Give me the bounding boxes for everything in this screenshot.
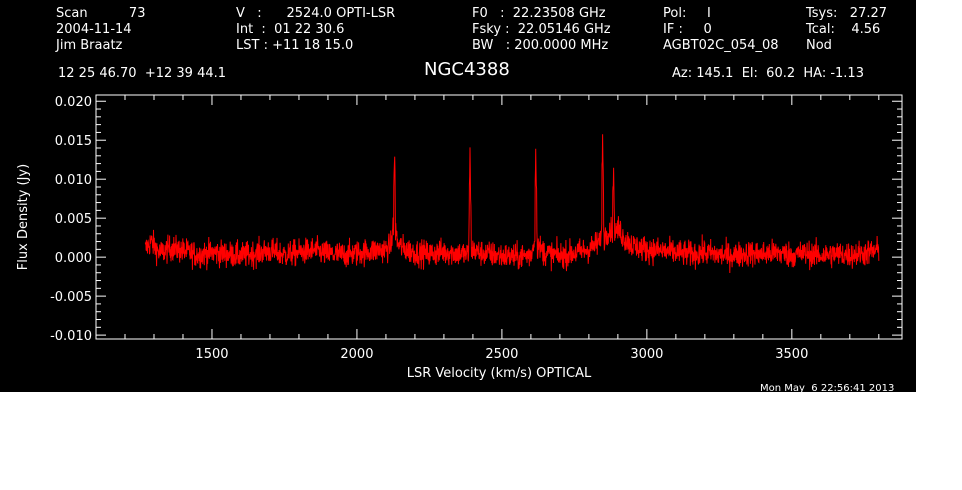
plot-panel: Scan 73 2004-11-14 Jim Braatz V : 2524.0…: [0, 0, 916, 394]
if-label: IF : 0: [663, 22, 712, 37]
x-tick-label: 3500: [775, 347, 808, 362]
y-tick-label: -0.005: [50, 290, 92, 305]
observer-label: Jim Braatz: [56, 38, 123, 53]
x-tick-label: 2000: [340, 347, 373, 362]
sky-frequency-label: Fsky : 22.05146 GHz: [472, 22, 611, 37]
x-axis-label: LSR Velocity (km/s) OPTICAL: [407, 366, 592, 381]
spectrum-chart: 1500 2000 2500 3000 3500 -0.010 -0.005 0.000 0.0…: [16, 94, 903, 381]
x-tick-label: 2500: [485, 347, 518, 362]
velocity-label: V : 2524.0 OPTI-LSR: [236, 6, 396, 21]
y-tick-label: -0.010: [50, 329, 92, 344]
azimuth-elevation-label: Az: 145.1 El: 60.2 HA: -1.13: [672, 66, 864, 81]
tsys-label: Tsys: 27.27: [806, 6, 888, 21]
y-tick-label: 0.000: [55, 251, 92, 266]
spectrum-line: [144, 134, 880, 274]
rest-frequency-label: F0 : 22.23508 GHz: [472, 6, 606, 21]
bandwidth-label: BW : 200.0000 MHz: [472, 38, 609, 53]
integration-label: Int : 01 22 30.6: [236, 22, 345, 37]
y-tick-label: 0.005: [55, 212, 92, 227]
tcal-label: Tcal: 4.56: [806, 22, 881, 37]
x-tick-label: 3000: [630, 347, 663, 362]
source-title: NGC4388: [424, 59, 510, 80]
polarization-label: Pol: I: [663, 6, 711, 21]
lst-label: LST : +11 18 15.0: [236, 38, 354, 53]
scan-label: Scan 73: [56, 6, 146, 21]
timestamp-label: Mon May 6 22:56:41 2013: [760, 383, 895, 394]
y-tick-label: 0.015: [55, 134, 92, 149]
y-tick-label: 0.020: [55, 95, 92, 110]
coordinates-label: 12 25 46.70 +12 39 44.1: [58, 66, 227, 81]
y-tick-label: 0.010: [55, 173, 92, 188]
y-axis-label: Flux Density (Jy): [16, 164, 31, 270]
x-tick-label: 1500: [195, 347, 228, 362]
mode-label: Nod: [806, 38, 832, 53]
date-label: 2004-11-14: [56, 22, 132, 37]
project-label: AGBT02C_054_08: [663, 38, 779, 53]
plot-frame: [95, 94, 903, 340]
